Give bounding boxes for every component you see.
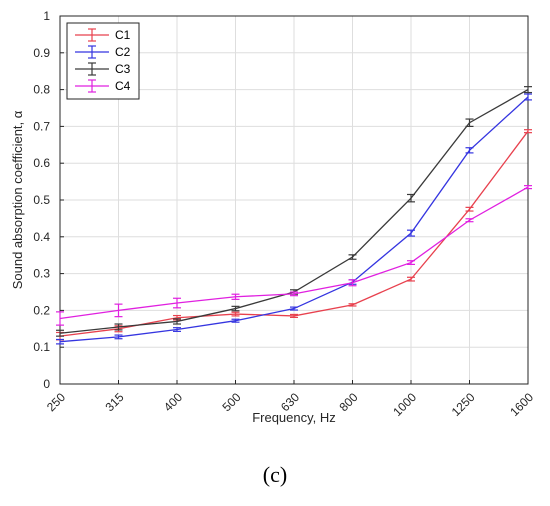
error-bar-C1 (348, 303, 357, 307)
error-bar-C1 (465, 206, 474, 212)
error-bar-C1 (407, 276, 415, 282)
legend-item-C2: C2 (75, 45, 131, 59)
x-tick-label: 315 (102, 390, 126, 414)
grid (59, 15, 529, 385)
legend-item-C1: C1 (75, 28, 131, 42)
panel-label: (c) (262, 462, 288, 487)
error-bar-C1 (231, 311, 240, 317)
error-bar-C4 (348, 279, 357, 287)
x-tick-label: 1000 (390, 390, 419, 419)
error-bar-C3 (231, 305, 240, 312)
y-tick-label: 0.3 (33, 267, 50, 281)
error-bar-C2 (290, 306, 298, 311)
error-bar-C3 (348, 254, 357, 260)
y-tick-label: 0.6 (33, 156, 50, 170)
error-bar-C4 (407, 260, 415, 265)
legend-label: C1 (115, 28, 131, 42)
legend: C1 C2 C3 C4 (66, 22, 140, 100)
x-tick-label: 500 (219, 390, 243, 414)
plot-frame (59, 15, 529, 385)
legend-item-C4: C4 (75, 79, 131, 93)
error-bar-C3 (524, 86, 532, 94)
y-tick-label: 1 (43, 9, 50, 23)
series-group (56, 86, 532, 345)
error-bar-C4 (114, 303, 123, 318)
error-bar-C4 (231, 293, 240, 300)
error-bar-C2 (465, 147, 474, 154)
legend-label: C4 (115, 79, 131, 93)
error-bar-C3 (407, 193, 415, 203)
error-bar-C3 (173, 318, 181, 325)
error-bar-C4 (524, 185, 532, 190)
y-tick-label: 0.7 (33, 119, 50, 133)
x-tick-label: 800 (336, 390, 360, 414)
error-bar-C4 (465, 218, 474, 223)
y-tick-label: 0.5 (33, 193, 50, 207)
error-bar-C2 (56, 338, 64, 345)
error-bar-C3 (56, 329, 64, 337)
error-bar-C4 (290, 291, 298, 297)
x-tick-label: 250 (44, 390, 68, 414)
error-bar-C2 (231, 318, 240, 323)
error-bar-C2 (114, 334, 123, 340)
error-bar-C1 (290, 313, 298, 318)
legend-item-C3: C3 (75, 62, 131, 76)
error-bar-C4 (56, 311, 64, 326)
error-bar-C3 (114, 323, 123, 331)
legend-label: C3 (115, 62, 131, 76)
y-tick-label: 0.1 (33, 340, 50, 354)
y-tick-label: 0 (43, 377, 50, 391)
error-bar-C3 (465, 118, 474, 128)
error-bar-C2 (524, 93, 532, 101)
y-tick-label: 0.8 (33, 83, 50, 97)
y-axis-title: Sound absorption coefficient, α (10, 110, 25, 289)
y-tick-label: 0.9 (33, 46, 50, 60)
x-tick-label: 1600 (507, 390, 536, 419)
error-bar-C1 (524, 129, 532, 134)
x-tick-label: 400 (161, 390, 185, 414)
x-axis-title: Frequency, Hz (252, 410, 336, 425)
legend-label: C2 (115, 45, 131, 59)
series-C2 (56, 93, 532, 345)
error-bar-C2 (173, 327, 181, 332)
error-bar-C4 (173, 297, 181, 309)
y-tick-label: 0.4 (33, 230, 50, 244)
y-tick-label: 0.2 (33, 303, 50, 317)
error-bar-C2 (407, 229, 415, 237)
series-C4 (56, 185, 532, 326)
x-tick-label: 1250 (449, 390, 478, 419)
